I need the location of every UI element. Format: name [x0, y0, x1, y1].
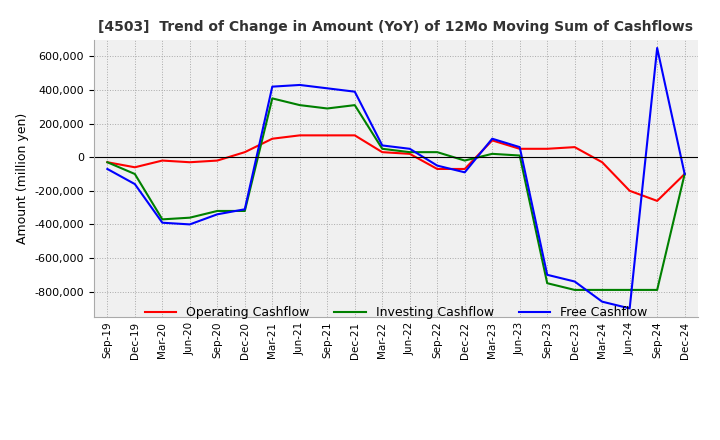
Free Cashflow — [626, 306, 634, 311]
Line: Free Cashflow: Free Cashflow — [107, 48, 685, 308]
Free Cashflow — [680, 171, 689, 176]
Investing Cashflow — [351, 103, 359, 108]
Free Cashflow — [460, 170, 469, 175]
Investing Cashflow — [213, 208, 222, 213]
Operating Cashflow — [240, 150, 249, 155]
Operating Cashflow — [488, 138, 497, 143]
Operating Cashflow — [543, 146, 552, 151]
Free Cashflow — [378, 143, 387, 148]
Investing Cashflow — [323, 106, 332, 111]
Investing Cashflow — [570, 287, 579, 293]
Free Cashflow — [433, 163, 441, 168]
Investing Cashflow — [405, 150, 414, 155]
Investing Cashflow — [680, 171, 689, 176]
Operating Cashflow — [405, 151, 414, 157]
Investing Cashflow — [488, 151, 497, 157]
Investing Cashflow — [433, 150, 441, 155]
Operating Cashflow — [516, 146, 524, 151]
Investing Cashflow — [653, 287, 662, 293]
Operating Cashflow — [186, 160, 194, 165]
Free Cashflow — [543, 272, 552, 278]
Operating Cashflow — [103, 160, 112, 165]
Investing Cashflow — [516, 153, 524, 158]
Operating Cashflow — [158, 158, 166, 163]
Operating Cashflow — [680, 171, 689, 176]
Investing Cashflow — [543, 281, 552, 286]
Free Cashflow — [405, 146, 414, 151]
Operating Cashflow — [295, 133, 304, 138]
Investing Cashflow — [460, 158, 469, 163]
Free Cashflow — [488, 136, 497, 141]
Free Cashflow — [351, 89, 359, 94]
Free Cashflow — [295, 82, 304, 88]
Operating Cashflow — [433, 166, 441, 172]
Free Cashflow — [268, 84, 276, 89]
Investing Cashflow — [598, 287, 606, 293]
Free Cashflow — [653, 45, 662, 51]
Free Cashflow — [570, 279, 579, 284]
Free Cashflow — [240, 207, 249, 212]
Free Cashflow — [323, 86, 332, 91]
Operating Cashflow — [323, 133, 332, 138]
Free Cashflow — [158, 220, 166, 225]
Investing Cashflow — [268, 96, 276, 101]
Free Cashflow — [516, 144, 524, 150]
Title: [4503]  Trend of Change in Amount (YoY) of 12Mo Moving Sum of Cashflows: [4503] Trend of Change in Amount (YoY) o… — [99, 20, 693, 34]
Free Cashflow — [598, 299, 606, 304]
Investing Cashflow — [295, 103, 304, 108]
Free Cashflow — [103, 166, 112, 172]
Operating Cashflow — [268, 136, 276, 141]
Free Cashflow — [186, 222, 194, 227]
Operating Cashflow — [378, 150, 387, 155]
Investing Cashflow — [240, 208, 249, 213]
Y-axis label: Amount (million yen): Amount (million yen) — [16, 113, 29, 244]
Investing Cashflow — [378, 146, 387, 151]
Investing Cashflow — [186, 215, 194, 220]
Operating Cashflow — [570, 144, 579, 150]
Operating Cashflow — [213, 158, 222, 163]
Line: Investing Cashflow: Investing Cashflow — [107, 99, 685, 290]
Free Cashflow — [213, 212, 222, 217]
Investing Cashflow — [130, 171, 139, 176]
Operating Cashflow — [130, 165, 139, 170]
Operating Cashflow — [351, 133, 359, 138]
Line: Operating Cashflow: Operating Cashflow — [107, 136, 685, 201]
Operating Cashflow — [460, 166, 469, 172]
Operating Cashflow — [598, 160, 606, 165]
Free Cashflow — [130, 181, 139, 187]
Investing Cashflow — [103, 160, 112, 165]
Legend: Operating Cashflow, Investing Cashflow, Free Cashflow: Operating Cashflow, Investing Cashflow, … — [140, 301, 652, 324]
Investing Cashflow — [626, 287, 634, 293]
Investing Cashflow — [158, 217, 166, 222]
Operating Cashflow — [626, 188, 634, 194]
Operating Cashflow — [653, 198, 662, 204]
